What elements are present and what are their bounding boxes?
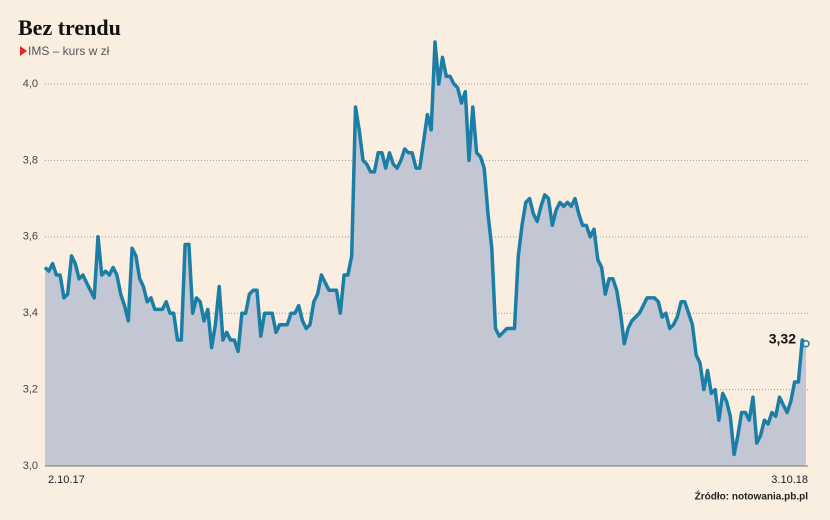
y-tick-label: 3,2 <box>23 384 38 396</box>
line <box>43 40 808 457</box>
area-fill <box>45 42 806 466</box>
chart-subtitle: IMS – kurs w zł <box>28 44 110 58</box>
y-tick-label: 3,0 <box>23 460 38 472</box>
y-tick-label: 3,4 <box>23 307 38 319</box>
y-tick-label: 4,0 <box>23 78 38 90</box>
x-tick-label: 3.10.18 <box>771 474 808 486</box>
y-tick-label: 3,6 <box>23 231 38 243</box>
subtitle-marker <box>20 46 27 56</box>
value-label: 3,32 <box>769 330 796 346</box>
chart-title: Bez trendu <box>18 15 121 40</box>
source: Źródło: notowania.pb.pl <box>695 490 809 503</box>
point-marker <box>802 340 810 348</box>
x-tick-label: 2.10.17 <box>48 474 85 486</box>
y-tick-label: 3,8 <box>23 154 38 166</box>
